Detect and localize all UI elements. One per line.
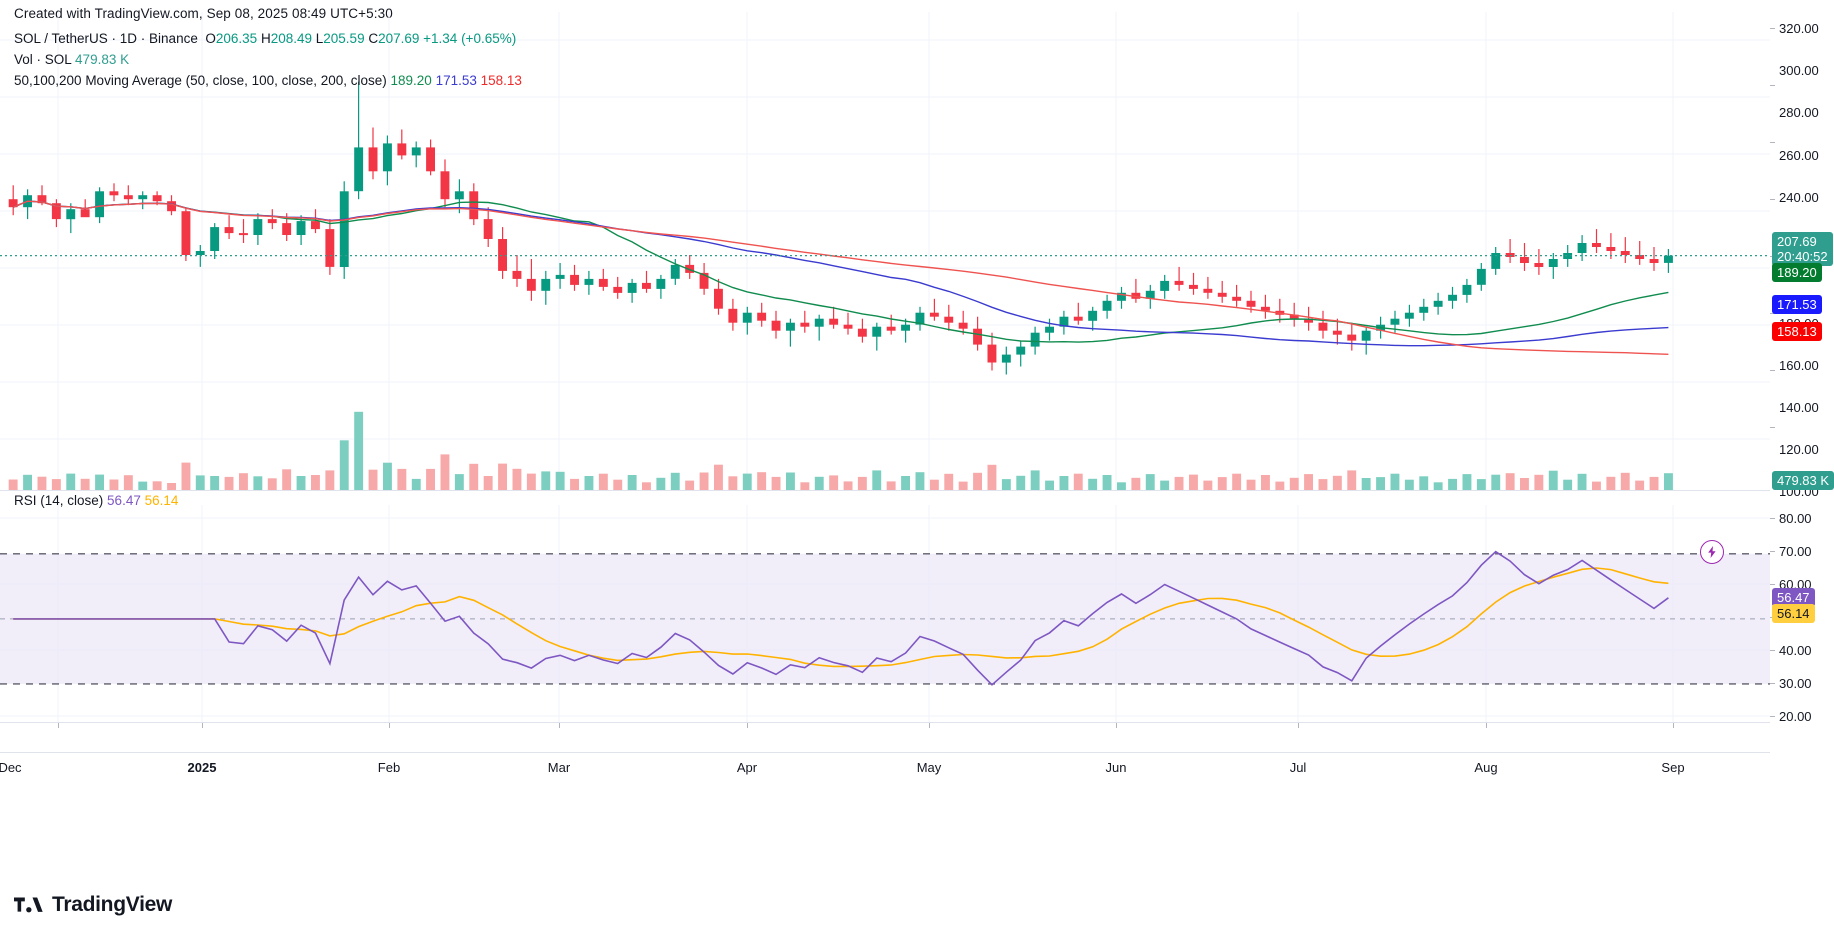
ohlc-close-value: 207.69 [378,31,420,46]
ohlc-change-value: +1.34 (+0.65%) [423,31,517,46]
price-tick-320: 320.00 [1779,21,1819,36]
legend-symbol-title: SOL / TetherUS · 1D · Binance [14,31,198,46]
time-label-jul: Jul [1289,760,1307,775]
price-tick-160: 160.00 [1779,358,1819,373]
ma50-badge[interactable]: 189.20 [1772,263,1822,282]
rsi-signal-line [13,567,1669,668]
rsi-signal-badge[interactable]: 56.14 [1772,604,1815,623]
price-tick-240: 240.00 [1779,190,1819,205]
created-with-watermark: Created with TradingView.com, Sep 08, 20… [14,6,393,21]
candlestick-series [8,81,1673,375]
legend-row-symbol[interactable]: SOL / TetherUS · 1D · Binance O206.35 H2… [14,30,522,47]
ohlc-low-label: L [315,31,324,46]
time-label-aug: Aug [1474,760,1498,775]
rsi-signal-legend-value: 56.14 [144,493,179,508]
price-gridlines [0,12,1770,490]
legend-ma200-value: 158.13 [480,73,522,88]
tradingview-logo[interactable]: TradingView [14,893,172,917]
time-label-mar: Mar [547,760,571,775]
ohlc-high-label: H [260,31,271,46]
rsi-tick-40: 40.00 [1779,643,1812,658]
tradingview-mark-icon [14,897,43,913]
time-label-feb: Feb [377,760,401,775]
last-price-value: 207.69 [1777,234,1817,249]
legend-volume-value: 479.83 K [75,52,130,67]
rsi-chart-pane[interactable] [0,505,1770,723]
rsi-legend[interactable]: RSI (14, close) 56.47 56.14 [14,493,178,508]
volume-pane[interactable] [0,398,1770,490]
time-label-jun: Jun [1105,760,1127,775]
countdown-timer: 20:40:52 [1777,249,1828,264]
ma50-line [12,200,1669,343]
time-label-may: May [916,760,942,775]
lightning-bolt-icon[interactable] [1700,540,1724,564]
rsi-legend-label: RSI (14, close) [14,493,104,508]
legend-ohlc: O206.35 H208.49 L205.59 C207.69 +1.34 (+… [202,31,517,46]
ma200-badge[interactable]: 158.13 [1772,322,1822,341]
legend-ma-label: 50,100,200 Moving Average (50, close, 10… [14,73,387,88]
legend-volume-label: Vol · SOL [14,52,72,67]
volume-badge[interactable]: 479.83 K [1772,471,1834,490]
rsi-tick-20: 20.00 [1779,709,1812,724]
ohlc-close-label: C [368,31,379,46]
ohlc-high-value: 208.49 [270,31,312,46]
rsi-tick-30: 30.00 [1779,676,1812,691]
price-tick-120: 120.00 [1779,442,1819,457]
price-tick-300: 300.00 [1779,63,1819,78]
ohlc-open-label: O [205,31,216,46]
price-chart-pane[interactable] [0,12,1770,490]
rsi-tick-80: 80.00 [1779,511,1812,526]
legend-ma100-value: 171.53 [435,73,477,88]
price-tick-140: 140.00 [1779,400,1819,415]
rsi-legend-value: 56.47 [107,493,141,508]
ohlc-open-value: 206.35 [215,31,258,46]
time-label-dec: Dec [0,760,22,775]
time-label-apr: Apr [736,760,758,775]
rsi-tick-70: 70.00 [1779,544,1812,559]
legend-ma50-value: 189.20 [390,73,432,88]
chart-legend: SOL / TetherUS · 1D · Binance O206.35 H2… [14,30,522,93]
legend-row-volume[interactable]: Vol · SOL 479.83 K [14,51,522,68]
time-axis-divider [0,752,1834,753]
rsi-line [13,550,1669,686]
last-price-badge[interactable]: 207.69 20:40:52 [1772,232,1833,266]
pane-divider-bottom [0,722,1770,723]
tradingview-wordmark: TradingView [52,893,173,916]
rsi-value-badge[interactable]: 56.47 [1772,588,1815,607]
volume-bars [8,411,1673,490]
price-tick-280: 280.00 [1779,105,1819,120]
ohlc-low-value: 205.59 [323,31,365,46]
legend-row-moving-average[interactable]: 50,100,200 Moving Average (50, close, 10… [14,72,522,89]
price-axis[interactable] [1770,0,1834,880]
pane-divider-price-rsi [0,490,1770,491]
ma200-line [12,200,1669,355]
ma100-badge[interactable]: 171.53 [1772,295,1822,314]
time-label-sep: Sep [1661,760,1685,775]
time-label-2025: 2025 [187,760,217,775]
price-tick-260: 260.00 [1779,148,1819,163]
